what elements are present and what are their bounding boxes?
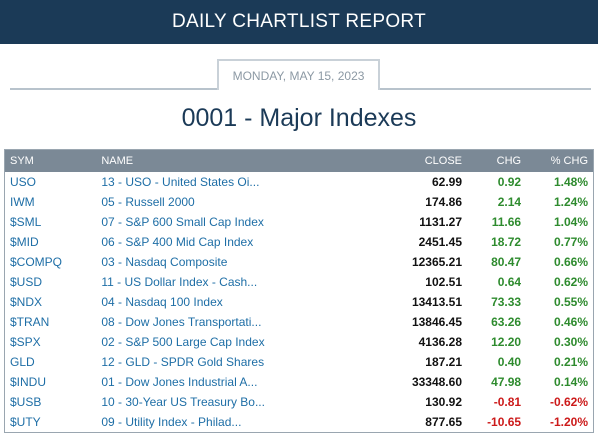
table-row[interactable]: $USB 10 - 30-Year US Treasury Bo... 130.92… [5, 392, 593, 412]
percent-change-value: 0.46% [553, 315, 588, 329]
name-link[interactable]: 09 - Utility Index - Philad... [101, 415, 242, 429]
chartlist-table: SYM NAME CLOSE CHG % CHG USO 13 - USO - U… [4, 149, 594, 433]
name-link[interactable]: 07 - S&P 600 Small Cap Index [101, 215, 264, 229]
change-value: 12.20 [491, 335, 522, 349]
close-value: 102.51 [425, 275, 462, 289]
symbol-link[interactable]: $UTY [10, 415, 41, 429]
column-header-name[interactable]: NAME [101, 155, 134, 167]
name-link[interactable]: 12 - GLD - SPDR Gold Shares [101, 355, 265, 369]
table-row[interactable]: $INDU 01 - Dow Jones Industrial A... 33348… [5, 372, 593, 392]
close-value: 12365.21 [411, 255, 462, 269]
percent-change-value: -0.62% [549, 395, 588, 409]
symbol-link[interactable]: $USB [10, 395, 42, 409]
chartlist-title: 0001 - Major Indexes [181, 104, 417, 132]
symbol-link[interactable]: GLD [10, 355, 35, 369]
change-value: 0.40 [497, 355, 522, 369]
close-value: 1131.27 [419, 215, 462, 229]
table-row[interactable]: $COMPQ 03 - Nasdaq Composite 12365.21 80.47… [5, 252, 593, 272]
close-value: 187.21 [425, 355, 462, 369]
table-row[interactable]: USO 13 - USO - United States Oi... 62.99 0.… [5, 172, 593, 192]
change-value: 63.26 [491, 315, 522, 329]
change-value: 0.92 [497, 175, 522, 189]
name-link[interactable]: 10 - 30-Year US Treasury Bo... [101, 395, 265, 409]
close-value: 62.99 [431, 175, 462, 189]
percent-change-value: 0.30% [553, 335, 588, 349]
table-row[interactable]: $MID 06 - S&P 400 Mid Cap Index 2451.45 18.… [5, 232, 593, 252]
change-value: 2.14 [497, 195, 522, 209]
percent-change-value: 0.62% [553, 275, 588, 289]
table-row[interactable]: $UTY 09 - Utility Index - Philad... 877.65… [5, 412, 593, 432]
close-value: 33348.60 [411, 375, 462, 389]
percent-change-value: 0.14% [553, 375, 588, 389]
name-link[interactable]: 03 - Nasdaq Composite [101, 255, 228, 269]
banner-title: DAILY CHARTLIST REPORT [171, 11, 427, 32]
symbol-link[interactable]: $NDX [10, 295, 43, 309]
name-link[interactable]: 11 - US Dollar Index - Cash... [101, 275, 258, 289]
name-link[interactable]: 05 - Russell 2000 [101, 195, 195, 209]
change-value: 18.72 [491, 235, 522, 249]
close-value: 2451.45 [418, 235, 462, 249]
name-link[interactable]: 04 - Nasdaq 100 Index [101, 295, 223, 309]
name-link[interactable]: 02 - S&P 500 Large Cap Index [101, 335, 265, 349]
percent-change-value: 1.48% [553, 175, 588, 189]
symbol-link[interactable]: $USD [10, 275, 43, 289]
close-value: 13846.45 [411, 315, 462, 329]
percent-change-value: -1.20% [549, 415, 588, 429]
symbol-link[interactable]: IWM [10, 195, 35, 209]
column-header-chg[interactable]: CHG [496, 155, 522, 167]
percent-change-value: 1.24% [553, 195, 588, 209]
change-value: 80.47 [491, 255, 522, 269]
percent-change-value: 0.77% [553, 235, 588, 249]
report-banner: DAILY CHARTLIST REPORT [0, 0, 598, 44]
column-header-sym[interactable]: SYM [10, 155, 34, 167]
change-value: 47.98 [491, 375, 522, 389]
table-row[interactable]: $SML 07 - S&P 600 Small Cap Index 1131.27 1… [5, 212, 593, 232]
name-link[interactable]: 06 - S&P 400 Mid Cap Index [101, 235, 254, 249]
symbol-link[interactable]: $COMPQ [10, 255, 63, 269]
close-value: 13413.51 [411, 295, 462, 309]
symbol-link[interactable]: $SML [10, 215, 42, 229]
report-date: MONDAY, MAY 15, 2023 [217, 59, 380, 90]
close-value: 174.86 [425, 195, 462, 209]
percent-change-value: 1.04% [553, 215, 588, 229]
symbol-link[interactable]: USO [10, 175, 37, 189]
table-row[interactable]: $USD 11 - US Dollar Index - Cash... 102.51… [5, 272, 593, 292]
table-body: USO 13 - USO - United States Oi... 62.99 0.… [5, 172, 593, 432]
name-link[interactable]: 08 - Dow Jones Transportati... [101, 315, 262, 329]
symbol-link[interactable]: $INDU [10, 375, 47, 389]
close-value: 877.65 [425, 415, 462, 429]
table-row[interactable]: $NDX 04 - Nasdaq 100 Index 13413.51 73.33 0.… [5, 292, 593, 312]
table-row[interactable]: $SPX 02 - S&P 500 Large Cap Index 4136.28 1… [5, 332, 593, 352]
close-value: 130.92 [425, 395, 462, 409]
symbol-link[interactable]: $MID [10, 235, 39, 249]
table-row[interactable]: $TRAN 08 - Dow Jones Transportati... 13846… [5, 312, 593, 332]
change-value: -0.81 [493, 395, 522, 409]
column-header-pct-chg[interactable]: % CHG [550, 155, 588, 167]
percent-change-value: 0.55% [553, 295, 588, 309]
table-row[interactable]: IWM 05 - Russell 2000 174.86 2.14 1.24% [5, 192, 593, 212]
name-link[interactable]: 01 - Dow Jones Industrial A... [101, 375, 258, 389]
change-value: -10.65 [487, 415, 522, 429]
change-value: 0.64 [497, 275, 522, 289]
change-value: 73.33 [491, 295, 522, 309]
table-row[interactable]: GLD 12 - GLD - SPDR Gold Shares 187.21 0.40… [5, 352, 593, 372]
change-value: 11.66 [491, 215, 522, 229]
symbol-link[interactable]: $TRAN [10, 315, 50, 329]
percent-change-value: 0.21% [553, 355, 588, 369]
name-link[interactable]: 13 - USO - United States Oi... [101, 175, 260, 189]
symbol-link[interactable]: $SPX [10, 335, 41, 349]
column-header-close[interactable]: CLOSE [424, 155, 462, 167]
percent-change-value: 0.66% [553, 255, 588, 269]
close-value: 4136.28 [418, 335, 462, 349]
table-header-row: SYM NAME CLOSE CHG % CHG [5, 150, 593, 172]
